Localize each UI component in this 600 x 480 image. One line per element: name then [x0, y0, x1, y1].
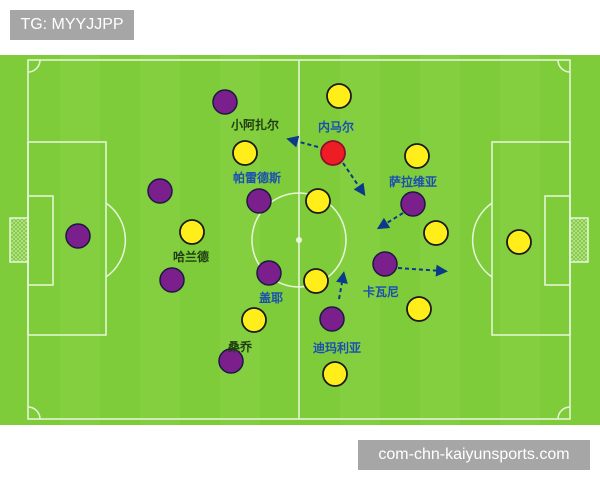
movement-arrows [286, 135, 448, 300]
player-purple [65, 223, 91, 249]
player-yellow [322, 361, 348, 387]
right-goal [569, 217, 589, 263]
yellow-team [179, 83, 532, 387]
label-player: 迪玛利亚 [313, 340, 361, 355]
watermark-top: TG: MYYJJPP [10, 10, 134, 40]
label-player: 盖耶 [259, 290, 283, 305]
player-yellow [326, 83, 352, 109]
player-yellow [423, 220, 449, 246]
label-player: 桑乔 [228, 339, 253, 354]
left-goal [9, 217, 29, 263]
player-purple [319, 306, 345, 332]
player-yellow [404, 143, 430, 169]
right-penalty-arc [471, 202, 493, 278]
player-purple [372, 251, 398, 277]
player-purple [212, 89, 238, 115]
arrow [342, 162, 366, 196]
label-player: 哈兰德 [173, 249, 209, 264]
player-purple [147, 178, 173, 204]
label-player: 卡瓦尼 [363, 284, 399, 299]
player-labels: 小阿扎尔 内马尔 帕雷德斯 萨拉维亚 哈兰德 盖耶 卡瓦尼 桑乔 迪玛利亚 [173, 117, 437, 355]
label-player: 小阿扎尔 [231, 117, 279, 132]
label-player: 帕雷德斯 [233, 170, 281, 185]
watermark-bottom: com-chn-kaiyunsports.com [358, 440, 590, 470]
player-yellow [179, 219, 205, 245]
player-purple [159, 267, 185, 293]
player-yellow [506, 229, 532, 255]
label-player: 内马尔 [318, 119, 354, 134]
player-yellow [232, 140, 258, 166]
player-purple [246, 188, 272, 214]
left-penalty-arc [105, 202, 127, 278]
player-yellow [241, 307, 267, 333]
center-circle [251, 192, 347, 288]
label-player: 萨拉维亚 [389, 174, 437, 189]
player-purple [400, 191, 426, 217]
player-yellow [406, 296, 432, 322]
player-yellow [305, 188, 331, 214]
purple-team [65, 89, 426, 374]
arrow [397, 264, 448, 277]
player-purple [256, 260, 282, 286]
player-highlighted [320, 140, 346, 166]
arrow [336, 271, 348, 300]
arrow [286, 135, 319, 148]
player-yellow [303, 268, 329, 294]
center-spot [296, 237, 302, 243]
player-purple [218, 348, 244, 374]
football-pitch: 小阿扎尔 内马尔 帕雷德斯 萨拉维亚 哈兰德 盖耶 卡瓦尼 桑乔 迪玛利亚 [0, 55, 600, 425]
